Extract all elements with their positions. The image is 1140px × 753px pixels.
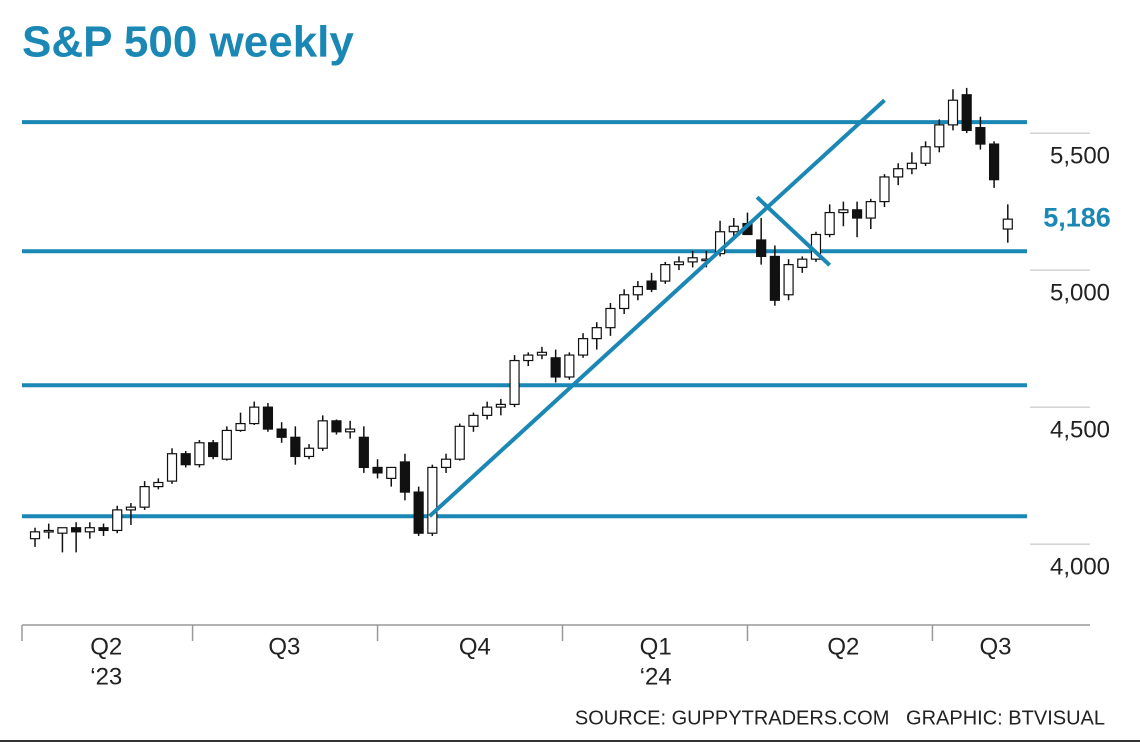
- candle-body: [166, 453, 178, 482]
- candle-body: [495, 403, 506, 408]
- candle-body: [303, 447, 315, 458]
- candle-body: [153, 481, 164, 488]
- trend-line: [428, 98, 886, 518]
- chart-title: S&P 500 weekly: [22, 18, 354, 67]
- candle-body: [399, 461, 411, 493]
- candle-body: [180, 453, 191, 466]
- y-tick-label: 5,500: [1050, 142, 1110, 169]
- candle-body: [769, 255, 780, 301]
- candle-body: [440, 458, 452, 469]
- candle-body: [619, 294, 630, 310]
- x-tick-label: Q4: [459, 633, 491, 660]
- candle-body: [934, 124, 945, 148]
- candle-body: [879, 176, 890, 203]
- candle-body: [454, 425, 465, 460]
- candle-body: [865, 201, 876, 219]
- last-value-label: 5,186: [1043, 202, 1111, 232]
- candle-body: [468, 414, 479, 427]
- candle-body: [714, 231, 726, 255]
- candle-body: [756, 239, 767, 258]
- candle-body: [920, 146, 931, 164]
- candle-body: [482, 406, 493, 416]
- candle-body: [331, 420, 342, 433]
- candle-body: [221, 429, 232, 460]
- candle-body: [276, 428, 287, 438]
- candle-body: [427, 466, 438, 534]
- candle-body: [906, 162, 917, 170]
- candle-body: [536, 351, 548, 356]
- candle-body: [208, 442, 219, 458]
- candle-body: [605, 307, 616, 329]
- candle-body: [797, 258, 808, 268]
- candle-body: [523, 354, 534, 362]
- candle-body: [235, 422, 246, 432]
- candle-body: [345, 428, 356, 433]
- candle-body: [975, 127, 986, 145]
- candle-body: [290, 436, 301, 458]
- candle-body: [646, 280, 657, 290]
- y-tick-label: 4,500: [1050, 416, 1110, 443]
- candle-body: [194, 442, 205, 466]
- candle-body: [783, 264, 794, 296]
- candle-body: [57, 527, 68, 534]
- candle-body: [988, 143, 1000, 181]
- candle-body: [71, 527, 82, 533]
- candle-body: [564, 354, 575, 378]
- source-note: SOURCE: GUPPYTRADERS.COM GRAPHIC: BTVISU…: [575, 707, 1105, 729]
- candle-body: [98, 527, 109, 532]
- candle-body: [591, 327, 602, 340]
- x-tick-label: Q2: [827, 633, 859, 660]
- candle-body: [509, 359, 520, 405]
- candle-body: [249, 406, 260, 425]
- x-tick-label: Q3: [979, 633, 1011, 660]
- candle-body: [262, 406, 274, 430]
- candle-body: [947, 99, 959, 126]
- candle-body: [577, 338, 589, 356]
- x-tick-label: Q2: [90, 633, 122, 660]
- candle-body: [728, 225, 739, 233]
- candle-body: [687, 257, 698, 263]
- candle-body: [893, 168, 904, 178]
- candle-body: [1002, 218, 1013, 230]
- candle-body: [550, 357, 561, 378]
- candle-body: [660, 264, 671, 282]
- x-tick-label: Q3: [268, 633, 300, 660]
- y-tick-label: 5,000: [1050, 279, 1110, 306]
- candle-body: [838, 209, 849, 214]
- trend-line: [755, 195, 832, 267]
- candle-body: [125, 506, 137, 511]
- candle-body: [358, 436, 369, 469]
- x-tick-label: Q1: [640, 633, 672, 660]
- candle-body: [851, 209, 863, 219]
- candle-body: [673, 261, 685, 266]
- candle-body: [824, 211, 835, 236]
- y-tick-label: 4,000: [1050, 554, 1110, 581]
- candle-body: [43, 529, 54, 533]
- candle-body: [632, 285, 643, 296]
- candle-body: [139, 486, 150, 508]
- candle-body: [413, 491, 424, 534]
- candle-body: [84, 527, 95, 533]
- candle-body: [112, 509, 123, 532]
- candle-body: [29, 531, 41, 540]
- candle-body: [961, 94, 972, 131]
- year-label: ‘24: [640, 663, 672, 690]
- year-label: ‘23: [90, 663, 122, 690]
- candle-body: [372, 466, 383, 474]
- candle-body: [317, 420, 328, 449]
- candle-body: [386, 466, 397, 479]
